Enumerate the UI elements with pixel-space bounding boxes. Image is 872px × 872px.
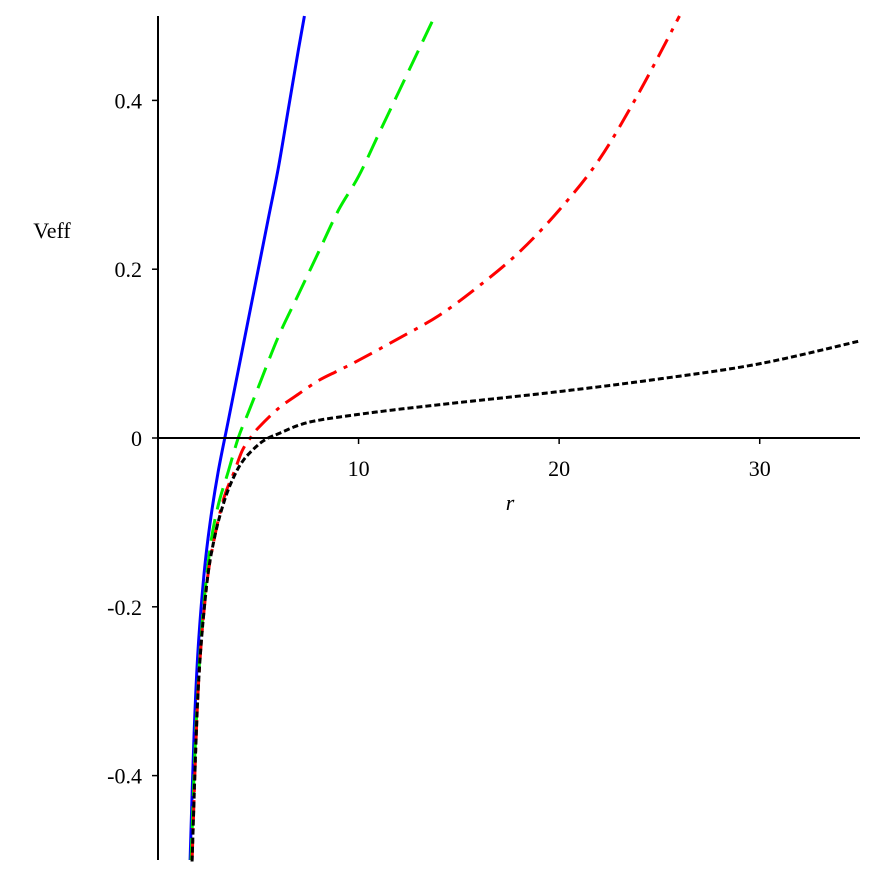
y-tick-label: -0.4: [107, 764, 142, 789]
series-line-dotted: [190, 339, 862, 862]
x-tick-label: 10: [348, 456, 370, 481]
x-axis-label: r: [506, 490, 515, 515]
y-tick-label: 0: [131, 426, 142, 451]
y-tick-label: -0.2: [107, 595, 142, 620]
ticks-group: 10 20 30 -0.4 -0.2 0 0.2 0.4: [107, 88, 771, 788]
x-tick-label: 20: [548, 456, 570, 481]
axes-group: [157, 16, 860, 860]
series-line-dashed: [189, 15, 437, 861]
curves-group: [188, 15, 862, 862]
series-line-solid: [188, 15, 306, 861]
y-tick-label: 0.2: [115, 257, 143, 282]
series-line-dashdot: [190, 15, 681, 861]
y-tick-label: 0.4: [115, 88, 143, 113]
x-tick-label: 30: [749, 456, 771, 481]
y-axis-label: Veff: [33, 218, 71, 243]
